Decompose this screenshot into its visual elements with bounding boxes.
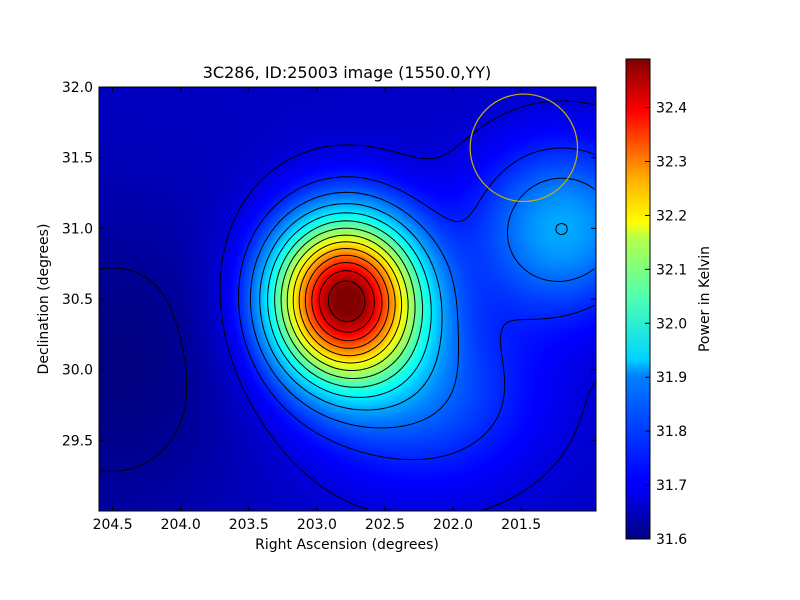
colorbar-ticks: 31.6 31.7 31.8 31.9 32.0 32.1 32.2 32.3 32.4	[645, 101, 687, 548]
contour-line	[298, 248, 396, 357]
x-tick-label: 203.0	[297, 517, 337, 533]
contour-line	[219, 100, 595, 510]
contour-line	[304, 254, 390, 349]
contour-line	[238, 147, 595, 461]
contour-line	[318, 270, 375, 333]
colorbar-tick-label: 32.2	[656, 208, 687, 224]
chart-title: 3C286, ID:25003 image (1550.0,YY)	[203, 63, 492, 82]
colorbar-tick-label: 31.6	[656, 532, 687, 548]
contour-lines	[100, 100, 595, 510]
x-tick-label: 203.5	[229, 517, 269, 533]
colorbar-tick-label: 32.1	[656, 262, 687, 278]
colorbar-tick-label: 31.9	[656, 370, 687, 386]
contour-line	[327, 280, 366, 322]
x-tick-label: 201.5	[501, 517, 541, 533]
y-tick-label: 30.5	[62, 292, 93, 308]
x-tick-label: 202.5	[365, 517, 405, 533]
colorbar-tick-label: 32.3	[656, 154, 687, 170]
x-tick-label: 204.5	[93, 517, 133, 533]
colorbar-tick-label: 31.8	[656, 424, 687, 440]
heatmap-image	[99, 87, 596, 511]
y-tick-label: 32.0	[62, 80, 93, 96]
y-tick-label: 31.0	[62, 221, 93, 237]
contour-line	[292, 241, 403, 364]
y-tick-label: 30.0	[62, 363, 93, 379]
contour-line	[286, 234, 409, 371]
x-axis: 204.5 204.0 203.5 203.0 202.5 202.0 201.5	[93, 87, 541, 533]
heatmap-layer	[99, 87, 596, 511]
contour-line	[249, 177, 595, 429]
colorbar: 31.6 31.7 31.8 31.9 32.0 32.1 32.2 32.3 32.4 Pow…	[625, 58, 713, 548]
x-axis-label: Right Ascension (degrees)	[255, 537, 439, 553]
contour-line	[274, 220, 424, 388]
colorbar-tick-label: 32.4	[656, 101, 687, 117]
y-axis-label: Declination (degrees)	[36, 224, 52, 375]
contour-line	[280, 227, 416, 379]
x-tick-label: 202.0	[433, 517, 473, 533]
y-tick-label: 29.5	[62, 433, 93, 449]
contour-line	[259, 203, 568, 411]
contour-line	[100, 267, 188, 472]
beam-circle	[469, 93, 579, 203]
colorbar-gradient	[625, 58, 651, 540]
contour-line	[267, 212, 432, 398]
contour-line	[311, 262, 383, 342]
colorbar-label: Power in Kelvin	[697, 246, 713, 352]
x-tick-label: 204.0	[161, 517, 201, 533]
y-axis: 29.5 30.0 30.5 31.0 31.5 32.0	[62, 80, 596, 449]
colorbar-tick-label: 32.0	[656, 316, 687, 332]
colorbar-tick-label: 31.7	[656, 478, 687, 494]
y-tick-label: 31.5	[62, 151, 93, 167]
